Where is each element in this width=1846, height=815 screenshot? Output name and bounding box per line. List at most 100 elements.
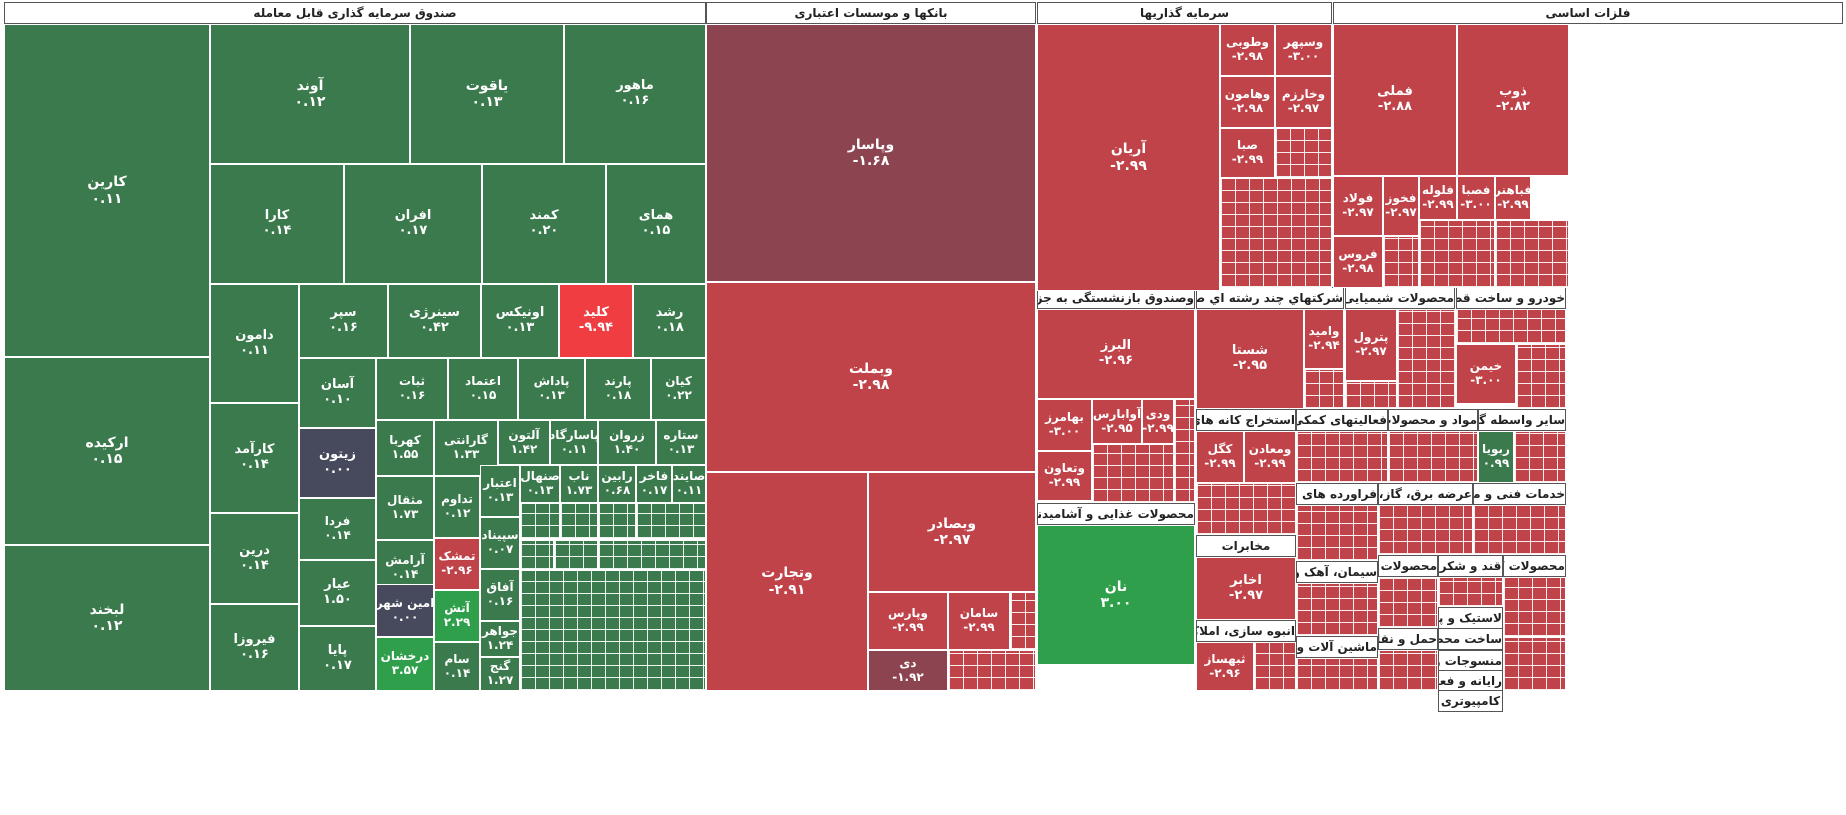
stock-tile[interactable]: لبخند ۰.۱۲ — [4, 545, 210, 691]
stock-tile[interactable]: دی -۱.۹۲ — [868, 650, 948, 691]
small-stock-cluster[interactable] — [520, 540, 554, 570]
small-stock-cluster[interactable] — [1388, 431, 1478, 483]
stock-tile[interactable]: رابین ۰.۶۸ — [598, 465, 636, 503]
small-stock-cluster[interactable] — [1092, 444, 1174, 503]
stock-tile[interactable]: سپر ۰.۱۶ — [299, 284, 388, 358]
stock-tile[interactable]: یاقوت ۰.۱۳ — [410, 24, 564, 164]
stock-tile[interactable]: مثقال ۱.۷۳ — [376, 476, 434, 540]
small-stock-cluster[interactable] — [1220, 178, 1332, 288]
small-stock-cluster[interactable] — [560, 503, 598, 539]
stock-tile[interactable]: بهامرز -۳.۰۰ — [1037, 399, 1092, 451]
sector-header[interactable]: قند و شکر — [1438, 555, 1503, 577]
stock-tile[interactable]: فیروزا ۰.۱۶ — [210, 604, 299, 691]
stock-tile[interactable]: تداوم ۰.۱۲ — [434, 476, 480, 538]
stock-tile[interactable]: صایند ۰.۱۱ — [672, 465, 706, 503]
stock-tile[interactable]: کیان ۰.۲۲ — [651, 358, 706, 420]
small-stock-cluster[interactable] — [1516, 344, 1566, 409]
small-stock-cluster[interactable] — [1296, 431, 1388, 483]
small-stock-cluster[interactable] — [1383, 236, 1419, 288]
stock-tile[interactable]: گنج ۱.۲۷ — [480, 657, 520, 691]
stock-tile[interactable]: کارا ۰.۱۴ — [210, 164, 344, 284]
stock-tile[interactable]: سپیناد ۰.۰۷ — [480, 517, 520, 569]
small-stock-cluster[interactable] — [598, 540, 706, 570]
sector-header[interactable]: کامپیوتری — [1438, 690, 1503, 712]
sector-header[interactable]: سرمایه گذاریها — [1037, 2, 1332, 24]
stock-tile[interactable]: صنهال ۰.۱۳ — [520, 465, 560, 503]
small-stock-cluster[interactable] — [1438, 577, 1503, 607]
stock-tile[interactable]: پاسارگاد ۰.۱۱ — [550, 420, 598, 465]
stock-tile[interactable]: وهامون -۲.۹۸ — [1220, 76, 1275, 128]
stock-tile[interactable]: آریان -۲.۹۹ — [1037, 24, 1220, 291]
stock-tile[interactable]: پاداش ۰.۱۳ — [518, 358, 585, 420]
stock-tile[interactable]: ثبهساز -۲.۹۶ — [1196, 642, 1254, 691]
stock-tile[interactable]: کهربا ۱.۵۵ — [376, 420, 434, 476]
sector-header[interactable]: فلزات اساسی — [1333, 2, 1843, 24]
stock-tile[interactable]: رشد ۰.۱۸ — [633, 284, 706, 358]
stock-tile[interactable]: وخارزم -۲.۹۷ — [1275, 76, 1332, 128]
stock-tile[interactable]: ثبات ۰.۱۶ — [376, 358, 448, 420]
small-stock-cluster[interactable] — [1296, 658, 1378, 691]
sector-header[interactable]: انبوه سازی، املاک و مستغلات — [1196, 620, 1296, 642]
stock-tile[interactable]: ذوب -۲.۸۲ — [1457, 24, 1569, 176]
sector-header[interactable]: استخراج کانه های فلزی — [1196, 409, 1296, 431]
sector-header[interactable]: خدمات فنی و مهندسی — [1473, 483, 1566, 505]
stock-tile[interactable]: وتجارت -۲.۹۱ — [706, 472, 868, 691]
stock-tile[interactable]: افران ۰.۱۷ — [344, 164, 482, 284]
stock-tile[interactable]: جواهر ۱.۲۴ — [480, 621, 520, 657]
small-stock-cluster[interactable] — [1378, 577, 1438, 628]
stock-tile[interactable]: آلتون ۱.۴۲ — [498, 420, 550, 465]
sector-header[interactable]: منسوجات و رستوران — [1438, 650, 1503, 672]
small-stock-cluster[interactable] — [1010, 592, 1036, 650]
stock-tile[interactable]: وبصادر -۲.۹۷ — [868, 472, 1036, 592]
stock-tile[interactable]: خیمن -۳.۰۰ — [1456, 344, 1516, 404]
sector-header[interactable]: محصولات کانی غیرفلزی — [1378, 555, 1438, 577]
sector-header[interactable]: صندوق سرمایه گذاری قابل معامله — [4, 2, 706, 24]
stock-tile[interactable]: فولاد -۲.۹۷ — [1333, 176, 1383, 236]
stock-tile[interactable]: کارآمد ۰.۱۴ — [210, 403, 299, 513]
small-stock-cluster[interactable] — [520, 503, 560, 539]
sector-header[interactable]: سیمان، آهک و گچ — [1296, 561, 1378, 583]
stock-tile[interactable]: تمشک -۲.۹۶ — [434, 538, 480, 590]
sector-header[interactable]: فراورده های نفتی، کک و سوخت هسته ای — [1296, 483, 1378, 505]
stock-tile[interactable]: وسپهر -۳.۰۰ — [1275, 24, 1332, 76]
stock-tile[interactable]: وپارس -۲.۹۹ — [868, 592, 948, 650]
stock-tile[interactable]: ارکیده ۰.۱۵ — [4, 357, 210, 545]
stock-tile[interactable]: آسان ۰.۱۰ — [299, 358, 376, 428]
small-stock-cluster[interactable] — [1503, 637, 1566, 691]
small-stock-cluster[interactable] — [1397, 309, 1456, 409]
small-stock-cluster[interactable] — [1254, 642, 1296, 691]
stock-tile[interactable]: عیار ۱.۵۰ — [299, 560, 376, 626]
sector-header[interactable]: محصولات کاغذی — [1503, 555, 1566, 577]
small-stock-cluster[interactable] — [598, 503, 636, 539]
stock-tile[interactable]: فملی -۲.۸۸ — [1333, 24, 1457, 176]
stock-tile[interactable]: کمند ۰.۲۰ — [482, 164, 606, 284]
stock-tile[interactable]: پارند ۰.۱۸ — [585, 358, 651, 420]
sector-header[interactable]: حمل و نقل، انبارداری و ارتباطات — [1378, 628, 1438, 650]
stock-tile[interactable]: البرز -۲.۹۶ — [1037, 309, 1195, 399]
sector-header[interactable]: سایر واسطه گریهای مالی — [1478, 409, 1566, 431]
stock-tile[interactable]: ناب ۱.۷۳ — [560, 465, 598, 503]
stock-tile[interactable]: وامید -۲.۹۴ — [1304, 309, 1344, 369]
small-stock-cluster[interactable] — [1514, 431, 1566, 483]
small-stock-cluster[interactable] — [1296, 505, 1378, 561]
stock-tile[interactable]: صبا -۲.۹۹ — [1220, 128, 1275, 178]
stock-tile[interactable]: سینرژی ۰.۴۲ — [388, 284, 481, 358]
sector-header[interactable]: وصندوق بازنشستگی به جزتامین اجتماعی — [1037, 287, 1195, 309]
stock-tile[interactable]: پترول -۲.۹۷ — [1345, 309, 1397, 381]
stock-tile[interactable]: امین شهر ۰.۰۰ — [376, 584, 434, 637]
small-stock-cluster[interactable] — [1473, 505, 1566, 555]
stock-tile[interactable]: ربویا ۰.۹۹ — [1478, 431, 1514, 483]
stock-tile[interactable]: ستاره ۰.۱۳ — [656, 420, 706, 465]
sector-header[interactable]: فعالیتهای کمکی به نهادهای مالی واسط — [1296, 409, 1388, 431]
sector-header[interactable]: محصولات شیمیایی — [1345, 287, 1455, 309]
sector-header[interactable]: عرضه برق، گاز، بخاروآب گرم — [1378, 483, 1473, 505]
stock-tile[interactable]: اخابر -۲.۹۷ — [1196, 557, 1296, 620]
stock-tile[interactable]: درین ۰.۱۴ — [210, 513, 299, 604]
stock-tile[interactable]: ماهور ۰.۱۶ — [564, 24, 706, 164]
stock-tile[interactable]: سام ۰.۱۴ — [434, 642, 480, 691]
stock-tile[interactable]: درخشان ۳.۵۷ — [376, 637, 434, 691]
small-stock-cluster[interactable] — [1345, 381, 1397, 409]
small-stock-cluster[interactable] — [1503, 577, 1566, 637]
stock-tile[interactable]: دامون ۰.۱۱ — [210, 284, 299, 403]
small-stock-cluster[interactable] — [636, 503, 706, 539]
